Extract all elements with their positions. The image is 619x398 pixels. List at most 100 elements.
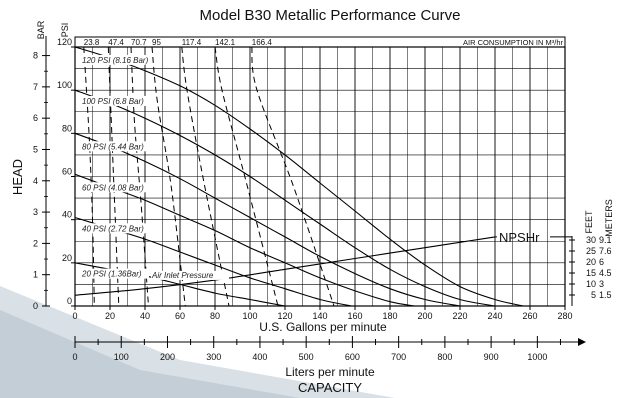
lpm-tick-label: 800 xyxy=(437,352,452,362)
psi-tick-label: 100 xyxy=(57,80,72,90)
chart-title: Model B30 Metallic Performance Curve xyxy=(200,7,461,24)
air-consumption-value: 117.4 xyxy=(182,38,202,47)
psi-tick-label: 80 xyxy=(62,123,72,133)
feet-tick-label: 15 xyxy=(586,268,596,278)
x-axis-lpm: 0 100 200 300 400 500 600 700 800 900 1000 xyxy=(72,336,586,362)
series-label: 20 PSI (1.36Bar) xyxy=(81,270,142,279)
x-axis-label-gpm: U.S. Gallons per minute xyxy=(259,320,387,334)
psi-tick-label: 60 xyxy=(62,167,72,177)
x-tick-label: 180 xyxy=(382,311,397,321)
performance-curve xyxy=(74,132,461,307)
bar-tick-label: 7 xyxy=(33,82,38,92)
meter-tick-label: 6 xyxy=(599,257,604,267)
x-tick-label: 100 xyxy=(242,311,257,321)
npshr-curve-group: NPSHr xyxy=(74,230,572,296)
air-consumption-value: 47.4 xyxy=(108,38,124,47)
lpm-tick-label: 100 xyxy=(114,352,129,362)
series-label: 100 PSI (6.8 Bar) xyxy=(82,97,144,106)
right-axis-npsh: 5 1.510 315 4.520 625 7.630 9.1 xyxy=(569,235,612,306)
feet-tick-label: 5 xyxy=(591,290,596,300)
npshr-label: NPSHr xyxy=(499,230,540,245)
x-axis-label-lpm: Liters per minute xyxy=(285,365,375,379)
bar-tick-label: 4 xyxy=(33,176,38,186)
series-labels: 120 PSI (8.16 Bar) 100 PSI (6.8 Bar) 80 PS… xyxy=(81,54,229,280)
y-axis-psi: 0 20 40 60 80 100 120 xyxy=(57,37,75,307)
meter-tick-label: 3 xyxy=(599,279,604,289)
air-consumption-value: 23.8 xyxy=(84,38,100,47)
x-tick-label: 220 xyxy=(452,311,467,321)
feet-tick-label: 20 xyxy=(586,257,596,267)
bar-tick-label: 3 xyxy=(33,207,38,217)
x-tick-label: 60 xyxy=(175,311,185,321)
air-consumption-curve xyxy=(214,46,279,307)
x-tick-label: 0 xyxy=(72,311,77,321)
air-consumption-value: 95 xyxy=(152,38,161,47)
x-tick-label: 200 xyxy=(417,311,432,321)
bar-tick-label: 6 xyxy=(33,113,38,123)
psi-tick-label: 40 xyxy=(62,210,72,220)
series-label: 60 PSI (4.08 Bar) xyxy=(82,183,144,192)
series-label: 40 PSI (2.72 Bar) xyxy=(82,224,144,233)
psi-tick-label: 120 xyxy=(57,37,72,47)
air-consumption-curve xyxy=(83,46,95,307)
y-axis-bar: 0 1 2 3 4 5 6 7 8 xyxy=(33,36,50,311)
air-inlet-label-bg xyxy=(151,270,229,280)
lpm-tick-label: 500 xyxy=(299,352,314,362)
lpm-tick-label: 200 xyxy=(160,352,175,362)
air-consumption-curves xyxy=(83,46,335,307)
lpm-tick-label: 1000 xyxy=(527,352,547,362)
meter-tick-label: 4.5 xyxy=(599,268,612,278)
feet-tick-label: 30 xyxy=(586,235,596,245)
psi-unit-label: PSI xyxy=(60,23,70,38)
meter-tick-label: 1.5 xyxy=(599,290,612,300)
series-label: 120 PSI (8.16 Bar) xyxy=(82,56,149,65)
feet-tick-label: 25 xyxy=(586,246,596,256)
air-consumption-value: 70.7 xyxy=(131,38,147,47)
x-axis-gpm: 0 20 40 60 80 100 120 140 160 180 200 220 240 260 280 xyxy=(72,306,573,321)
series-label-bg xyxy=(81,141,149,152)
meter-tick-label: 9.1 xyxy=(599,235,612,245)
series-label-bg xyxy=(81,268,149,279)
psi-tick-label: 20 xyxy=(62,253,72,263)
x-tick-label: 20 xyxy=(105,311,115,321)
air-consumption-value: 166.4 xyxy=(252,38,273,47)
meters-unit-label: METERS xyxy=(604,199,614,237)
lpm-tick-label: 400 xyxy=(252,352,267,362)
air-consumption-values: 23.8 47.4 70.7 95 117.4 142.1 166.4 xyxy=(84,38,273,47)
x-tick-label: 280 xyxy=(557,311,572,321)
bar-tick-label: 2 xyxy=(33,238,38,248)
x-tick-label: 240 xyxy=(487,311,502,321)
air-consumption-curve xyxy=(151,46,186,307)
performance-curve xyxy=(74,89,496,307)
air-inlet-label: Air Inlet Pressure xyxy=(151,271,214,280)
lpm-tick-label: 600 xyxy=(345,352,360,362)
lpm-axis-arrow xyxy=(578,338,586,346)
feet-tick-label: 10 xyxy=(586,279,596,289)
bar-tick-label: 5 xyxy=(33,144,38,154)
bar-tick-label: 0 xyxy=(33,301,38,311)
bar-tick-label: 8 xyxy=(33,51,38,61)
lpm-tick-label: 700 xyxy=(391,352,406,362)
plot-grid xyxy=(75,47,565,306)
series-label-bg xyxy=(81,95,149,106)
air-consumption-label: AIR CONSUMPTION IN M³/hr xyxy=(463,38,564,47)
lpm-tick-label: 900 xyxy=(484,352,499,362)
performance-curve xyxy=(74,173,415,307)
feet-unit-label: FEET xyxy=(584,210,594,234)
y-axis-label-head: HEAD xyxy=(10,159,25,195)
x-tick-label: 260 xyxy=(522,311,537,321)
psi-tick-label: 0 xyxy=(67,296,72,306)
bar-unit-label: BAR xyxy=(36,20,46,39)
air-consumption-curve xyxy=(107,46,120,307)
air-consumption-curve xyxy=(130,46,149,307)
x-tick-label: 80 xyxy=(210,311,220,321)
series-label: 80 PSI (5.44 Bar) xyxy=(82,142,144,151)
series-label-bg xyxy=(81,223,149,234)
lpm-tick-label: 0 xyxy=(72,352,77,362)
x-tick-label: 40 xyxy=(140,311,150,321)
series-label-bg xyxy=(81,182,149,193)
bar-tick-label: 1 xyxy=(33,270,38,280)
x-tick-label: 120 xyxy=(277,311,292,321)
x-tick-label: 140 xyxy=(312,311,327,321)
